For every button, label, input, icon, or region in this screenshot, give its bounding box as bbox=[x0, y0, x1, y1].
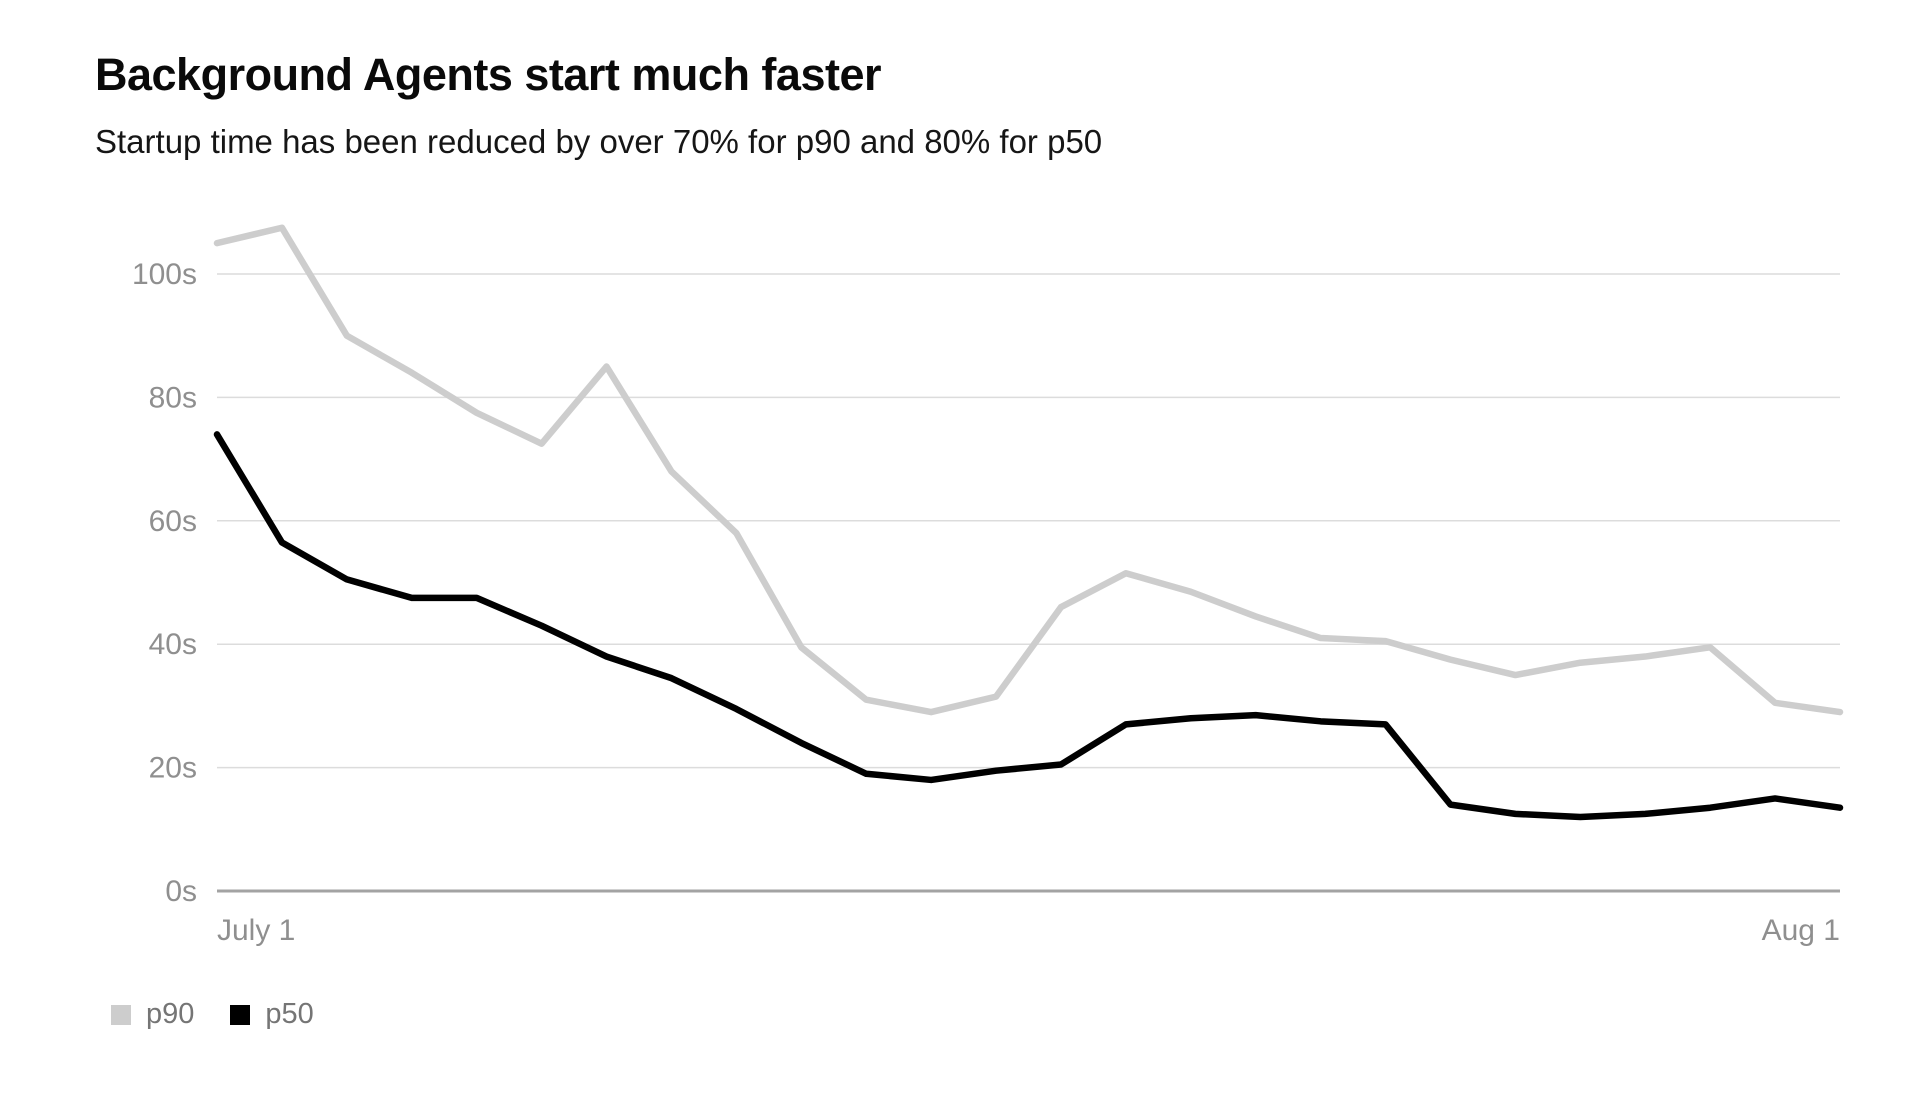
p50-swatch-icon bbox=[230, 1004, 251, 1025]
y-tick-label: 100s bbox=[132, 258, 197, 291]
chart-subtitle: Startup time has been reduced by over 70… bbox=[95, 123, 1103, 160]
x-tick-label: Aug 1 bbox=[1762, 914, 1840, 947]
legend-label-p90: p90 bbox=[146, 998, 195, 1030]
p90-swatch-icon bbox=[111, 1004, 131, 1025]
y-tick-label: 80s bbox=[149, 381, 197, 414]
legend-item-p50: p50 bbox=[230, 998, 314, 1030]
chart-title: Background Agents start much faster bbox=[95, 49, 882, 100]
legend-label-p50: p50 bbox=[265, 998, 314, 1030]
y-tick-label: 60s bbox=[149, 505, 197, 538]
x-tick-label: July 1 bbox=[217, 914, 295, 947]
series-line-p50 bbox=[213, 431, 1844, 821]
y-tick-label: 0s bbox=[165, 875, 197, 908]
legend-item-p90: p90 bbox=[111, 1000, 194, 1029]
y-tick-label: 20s bbox=[149, 752, 197, 785]
y-tick-label: 40s bbox=[149, 628, 197, 661]
series-line-p90 bbox=[213, 224, 1844, 716]
chart-legend: p90 p50 bbox=[111, 1000, 314, 1029]
